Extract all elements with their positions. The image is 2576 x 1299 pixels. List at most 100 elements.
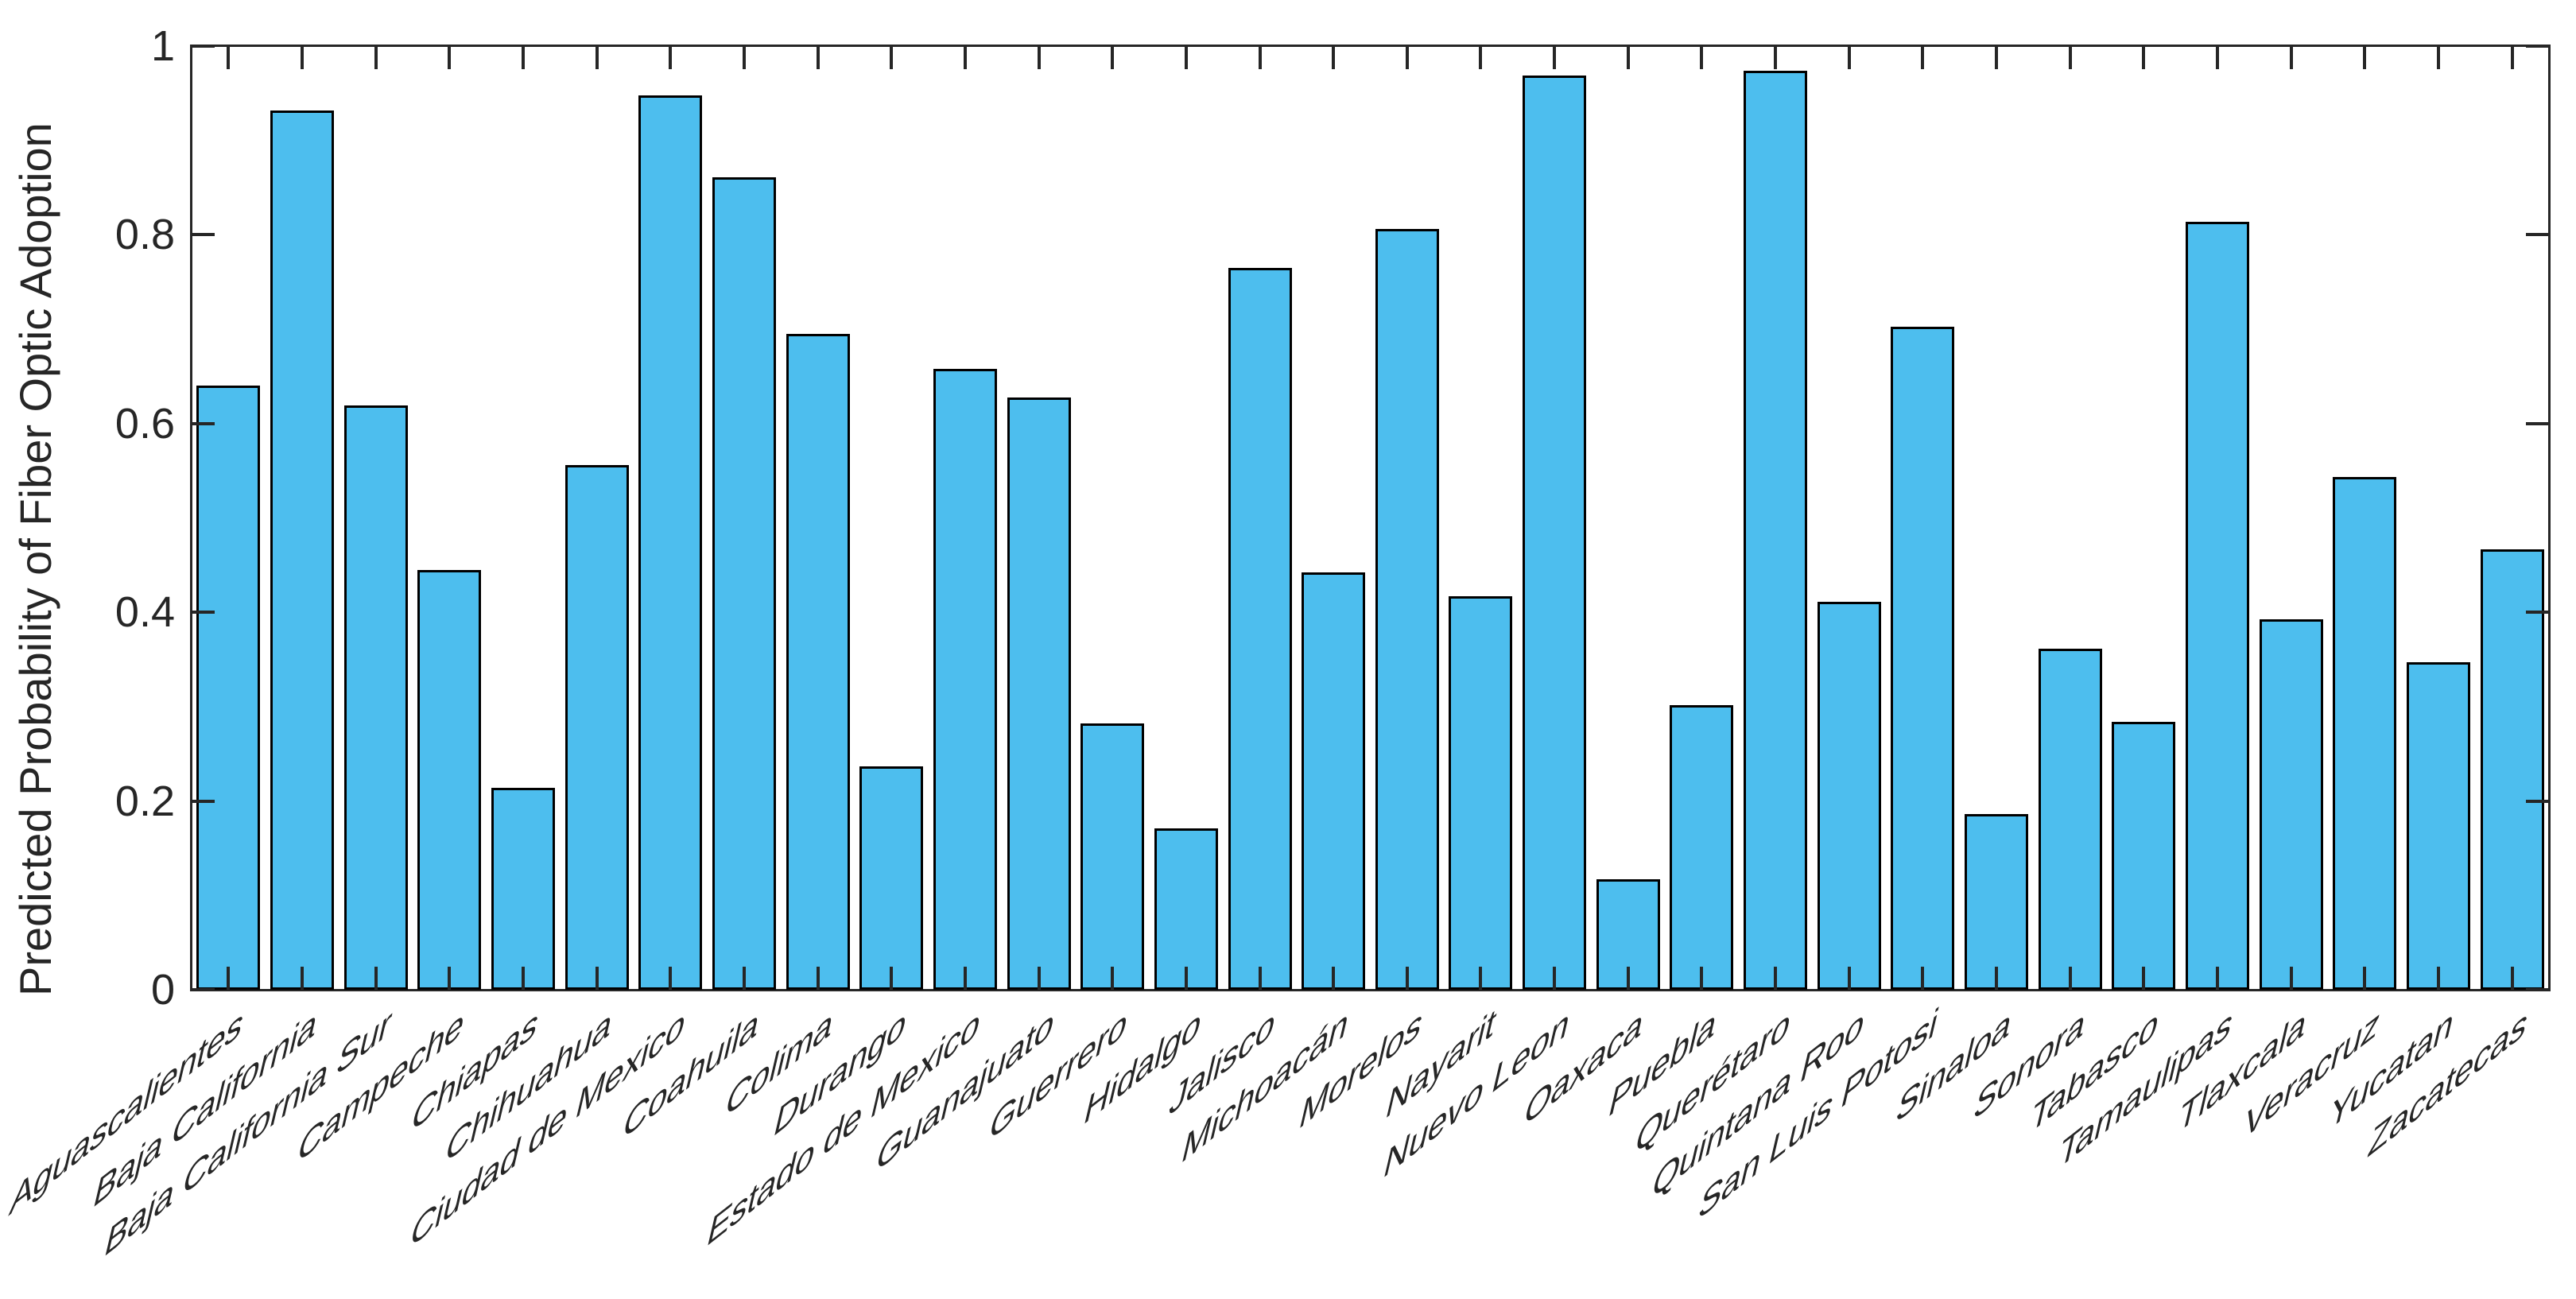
x-tick-top-guanajuato bbox=[1037, 46, 1041, 69]
x-tick-top-tabasco bbox=[2142, 46, 2146, 69]
x-tick-top-chihuahua bbox=[595, 46, 599, 69]
bar-chihuahua bbox=[564, 465, 629, 990]
y-tick-left-0.8 bbox=[192, 233, 215, 237]
x-tick-bottom-coahuila bbox=[742, 967, 746, 990]
y-tick-right-0.8 bbox=[2526, 233, 2549, 237]
bar-coahuila bbox=[712, 176, 776, 990]
x-tick-top-baja-california-sur bbox=[374, 46, 378, 69]
bar-estado-de-mexico bbox=[933, 368, 997, 990]
bar-yucatan bbox=[2407, 662, 2471, 990]
x-tick-top-ciudad-de-mexico bbox=[669, 46, 673, 69]
x-tick-bottom-veracruz bbox=[2363, 967, 2367, 990]
x-tick-top-yucatan bbox=[2437, 46, 2441, 69]
x-tick-bottom-guerrero bbox=[1111, 967, 1115, 990]
x-tick-top-zacatecas bbox=[2510, 46, 2514, 69]
bar-morelos bbox=[1375, 229, 1439, 990]
y-tick-label-0.4: 0.4 bbox=[114, 588, 175, 637]
x-tick-top-tamaulipas bbox=[2216, 46, 2220, 69]
x-tick-top-puebla bbox=[1700, 46, 1704, 69]
bar-michoacan bbox=[1302, 572, 1366, 990]
bar-campeche bbox=[417, 569, 482, 990]
x-tick-bottom-ciudad-de-mexico bbox=[669, 967, 673, 990]
y-tick-label-0.8: 0.8 bbox=[114, 211, 175, 259]
x-tick-bottom-michoacan bbox=[1332, 967, 1336, 990]
x-tick-top-oaxaca bbox=[1626, 46, 1630, 69]
x-tick-top-jalisco bbox=[1258, 46, 1262, 69]
x-tick-bottom-durango bbox=[890, 967, 894, 990]
bar-ciudad-de-mexico bbox=[638, 95, 703, 990]
bar-durango bbox=[859, 766, 924, 990]
x-tick-top-san-luis-potosi bbox=[1921, 46, 1925, 69]
bar-colima bbox=[786, 334, 850, 990]
x-tick-top-chiapas bbox=[521, 46, 525, 69]
bar-jalisco bbox=[1228, 267, 1292, 990]
x-tick-bottom-nayarit bbox=[1479, 967, 1483, 990]
x-tick-bottom-chiapas bbox=[521, 967, 525, 990]
bar-tamaulipas bbox=[2186, 221, 2250, 990]
y-tick-right-0.2 bbox=[2526, 799, 2549, 803]
x-tick-top-campeche bbox=[448, 46, 452, 69]
x-tick-top-hidalgo bbox=[1184, 46, 1188, 69]
x-tick-top-queretaro bbox=[1774, 46, 1778, 69]
x-tick-bottom-sonora bbox=[2068, 967, 2072, 990]
y-tick-label-1: 1 bbox=[150, 22, 175, 70]
x-tick-bottom-hidalgo bbox=[1184, 967, 1188, 990]
x-tick-top-aguascalientes bbox=[227, 46, 231, 69]
plot-area bbox=[190, 45, 2551, 991]
x-tick-top-durango bbox=[890, 46, 894, 69]
x-tick-bottom-chihuahua bbox=[595, 967, 599, 990]
bar-guanajuato bbox=[1007, 397, 1071, 990]
x-tick-top-baja-california bbox=[300, 46, 304, 69]
x-tick-top-estado-de-mexico bbox=[963, 46, 967, 69]
bar-aguascalientes bbox=[196, 386, 261, 990]
x-tick-bottom-yucatan bbox=[2437, 967, 2441, 990]
x-tick-top-morelos bbox=[1405, 46, 1409, 69]
x-tick-bottom-queretaro bbox=[1774, 967, 1778, 990]
x-tick-top-nuevo-leon bbox=[1553, 46, 1557, 69]
x-tick-bottom-estado-de-mexico bbox=[963, 967, 967, 990]
x-tick-bottom-sinaloa bbox=[1995, 967, 1999, 990]
bar-tlaxcala bbox=[2259, 618, 2323, 990]
bar-sinaloa bbox=[1965, 814, 2029, 990]
x-tick-bottom-colima bbox=[816, 967, 820, 990]
y-tick-left-1 bbox=[192, 45, 215, 48]
x-tick-bottom-oaxaca bbox=[1626, 967, 1630, 990]
x-tick-bottom-quintana-roo bbox=[1847, 967, 1851, 990]
x-tick-bottom-puebla bbox=[1700, 967, 1704, 990]
bar-tabasco bbox=[2112, 721, 2176, 990]
y-tick-left-0.6 bbox=[192, 421, 215, 425]
x-tick-bottom-zacatecas bbox=[2510, 967, 2514, 990]
x-tick-bottom-guanajuato bbox=[1037, 967, 1041, 990]
y-tick-right-0.4 bbox=[2526, 611, 2549, 615]
bar-veracruz bbox=[2333, 477, 2397, 990]
bar-nayarit bbox=[1449, 596, 1513, 990]
bar-queretaro bbox=[1744, 70, 1808, 990]
x-tick-bottom-morelos bbox=[1405, 967, 1409, 990]
y-tick-right-1 bbox=[2526, 45, 2549, 48]
x-tick-bottom-jalisco bbox=[1258, 967, 1262, 990]
bar-hidalgo bbox=[1154, 828, 1218, 990]
x-tick-top-coahuila bbox=[742, 46, 746, 69]
y-tick-left-0.4 bbox=[192, 611, 215, 615]
x-tick-top-nayarit bbox=[1479, 46, 1483, 69]
y-tick-left-0.2 bbox=[192, 799, 215, 803]
x-tick-bottom-tlaxcala bbox=[2289, 967, 2293, 990]
x-tick-bottom-baja-california bbox=[300, 967, 304, 990]
bar-baja-california bbox=[270, 110, 334, 990]
bar-chiapas bbox=[491, 787, 555, 990]
x-tick-bottom-campeche bbox=[448, 967, 452, 990]
bar-san-luis-potosi bbox=[1891, 326, 1955, 990]
bar-zacatecas bbox=[2480, 549, 2544, 990]
x-tick-bottom-tabasco bbox=[2142, 967, 2146, 990]
x-tick-bottom-aguascalientes bbox=[227, 967, 231, 990]
x-tick-bottom-baja-california-sur bbox=[374, 967, 378, 990]
y-tick-label-0.2: 0.2 bbox=[114, 777, 175, 825]
bar-quintana-roo bbox=[1817, 602, 1881, 990]
x-tick-top-sinaloa bbox=[1995, 46, 1999, 69]
y-tick-label-0: 0 bbox=[150, 966, 175, 1014]
y-tick-right-0.6 bbox=[2526, 421, 2549, 425]
y-tick-right-0 bbox=[2526, 988, 2549, 991]
x-tick-top-veracruz bbox=[2363, 46, 2367, 69]
x-tick-top-quintana-roo bbox=[1847, 46, 1851, 69]
